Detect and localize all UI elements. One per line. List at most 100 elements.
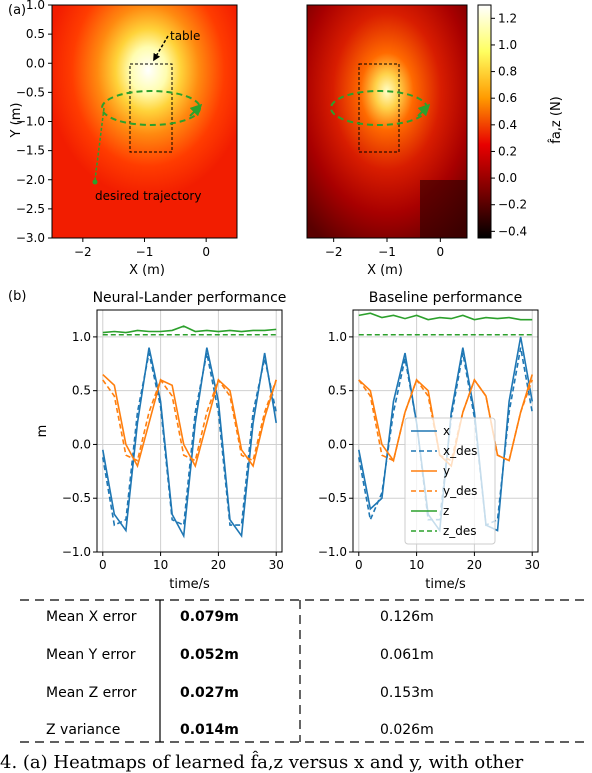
colorbar-gradient — [477, 4, 492, 239]
colorbar-tick-label: −0.4 — [498, 224, 527, 238]
x-tick-label: −1 — [378, 245, 396, 259]
baseline-value: 0.061m — [380, 647, 434, 663]
y-tick-label: 0.0 — [26, 56, 45, 70]
legend-label: z — [443, 504, 449, 518]
table-box-left — [129, 63, 173, 153]
chart-title: Baseline performance — [369, 290, 522, 306]
x-tick-label: −2 — [74, 245, 92, 259]
x-tick-label: 30 — [269, 558, 284, 572]
colorbar-tick-label: 0.6 — [498, 91, 517, 105]
colorbar-label: f̂a,z (N) — [549, 96, 564, 144]
heatmap-left-ylabel: Y (m) — [9, 103, 24, 139]
colorbar-tick-label: 0.8 — [498, 65, 517, 79]
legend-label: x — [443, 424, 450, 438]
series-z — [358, 312, 533, 321]
legend-label: z_des — [443, 524, 477, 538]
colorbar-tick-label: 0.0 — [498, 171, 517, 185]
y-tick-label: −1.0 — [318, 545, 347, 559]
y-tick-label: 1.0 — [328, 330, 347, 344]
y-tick-label: −0.5 — [62, 491, 91, 505]
heatmap-left: table desired trajectory X (m) Y (m) −2 −… — [9, 0, 238, 278]
table-row: Mean Z error 0.027m 0.153m — [0, 676, 592, 714]
neural-value: 0.079m — [180, 609, 239, 625]
x-tick-label: 10 — [153, 558, 168, 572]
x-tick-label: 20 — [211, 558, 226, 572]
legend-box — [404, 417, 496, 545]
heatmap-right: X (m) −2 −1 0 — [306, 4, 468, 278]
y-tick-label: 0.5 — [72, 384, 91, 398]
plot-frame — [96, 309, 283, 553]
heatmap-right-xlabel: X (m) — [367, 263, 403, 278]
x-tick-label: 20 — [467, 558, 482, 572]
trajectory-arrow-right — [417, 103, 431, 117]
chart-baseline: 0 10 20 30 1.0 0.5 0.0 −0.5 −1.0 Baseline perform… — [318, 290, 540, 592]
row-label: Mean Z error — [46, 685, 137, 701]
chart-xlabel: time/s — [169, 577, 210, 592]
neural-value: 0.052m — [180, 647, 239, 663]
y-tick-label: −3.0 — [16, 231, 45, 245]
x-tick-label: 0 — [99, 558, 107, 572]
chart-title: Neural-Lander performance — [93, 290, 287, 306]
y-tick-label: 0.0 — [72, 437, 91, 451]
x-tick-label: −2 — [325, 245, 343, 259]
x-tick-label: 0 — [202, 245, 210, 259]
neural-value: 0.027m — [180, 685, 239, 701]
series-y_des — [358, 378, 533, 462]
y-tick-label: 1.0 — [72, 330, 91, 344]
heatmap-left-xlabel: X (m) — [129, 263, 165, 278]
trajectory-annotation: desired trajectory — [95, 189, 201, 203]
y-tick-label: 0.5 — [328, 384, 347, 398]
trajectory-pointer — [94, 107, 105, 181]
chart-xlabel: time/s — [425, 577, 466, 592]
table-box-right — [358, 63, 400, 153]
chart-ylabel: m — [35, 425, 50, 438]
heatmap-left-image — [52, 5, 237, 238]
series-z — [102, 325, 277, 334]
table-row: Mean Y error 0.052m 0.061m — [0, 638, 592, 676]
y-tick-label: −1.0 — [16, 115, 45, 129]
colorbar-tick-label: −0.2 — [498, 198, 527, 212]
y-tick-label: −0.5 — [318, 491, 347, 505]
row-label: Z variance — [46, 722, 121, 738]
x-tick-label: 10 — [409, 558, 424, 572]
x-tick-label: 0 — [437, 245, 445, 259]
y-tick-label: −2.0 — [16, 173, 45, 187]
x-tick-label: −1 — [136, 245, 154, 259]
results-table: Mean X error 0.079m 0.126m Mean Y error … — [0, 596, 592, 746]
table-pointer — [153, 35, 169, 62]
legend-label: y — [443, 464, 450, 478]
y-tick-label: 1.0 — [26, 0, 45, 12]
legend-label: y_des — [443, 484, 477, 498]
series-y_des — [102, 378, 277, 462]
y-tick-label: 0.0 — [328, 437, 347, 451]
colorbar-tick-label: 0.2 — [498, 144, 517, 158]
y-tick-label: 0.5 — [26, 27, 45, 41]
y-tick-label: −2.5 — [16, 202, 45, 216]
row-label: Mean Y error — [46, 647, 136, 663]
series-x_des — [357, 347, 534, 527]
baseline-value: 0.026m — [380, 722, 434, 738]
table-annotation: table — [170, 29, 200, 43]
neural-value: 0.014m — [180, 722, 239, 738]
baseline-value: 0.126m — [380, 609, 434, 625]
colorbar-tick-label: 0.4 — [498, 118, 517, 132]
y-tick-label: −0.5 — [16, 85, 45, 99]
table-lines — [20, 599, 585, 743]
x-tick-label: 0 — [355, 558, 363, 572]
colorbar-tick-label: 1.2 — [498, 11, 517, 25]
panel-b-label: (b) — [8, 289, 26, 304]
colorbar: 1.2 1.0 0.8 0.6 0.4 0.2 0.0 −0.2 −0.4 f̂a,z (N) — [477, 4, 564, 239]
baseline-value: 0.153m — [380, 685, 434, 701]
y-tick-label: −1.0 — [62, 545, 91, 559]
x-tick-label: 30 — [525, 558, 540, 572]
series-x — [101, 347, 278, 539]
trajectory-arrow-left — [189, 103, 203, 117]
figure-canvas: (a) table desired trajectory X (m) Y (m)… — [8, 0, 564, 592]
y-tick-label: −1.5 — [16, 144, 45, 158]
table-row: Z variance 0.014m 0.026m — [0, 713, 592, 751]
legend-label: x_des — [443, 444, 477, 458]
plot-frame — [352, 309, 539, 553]
chart-neural-lander: 0 10 20 30 1.0 0.5 0.0 −0.5 −1.0 Neural-Lander pe… — [35, 290, 286, 592]
colorbar-tick-label: 1.0 — [498, 38, 517, 52]
